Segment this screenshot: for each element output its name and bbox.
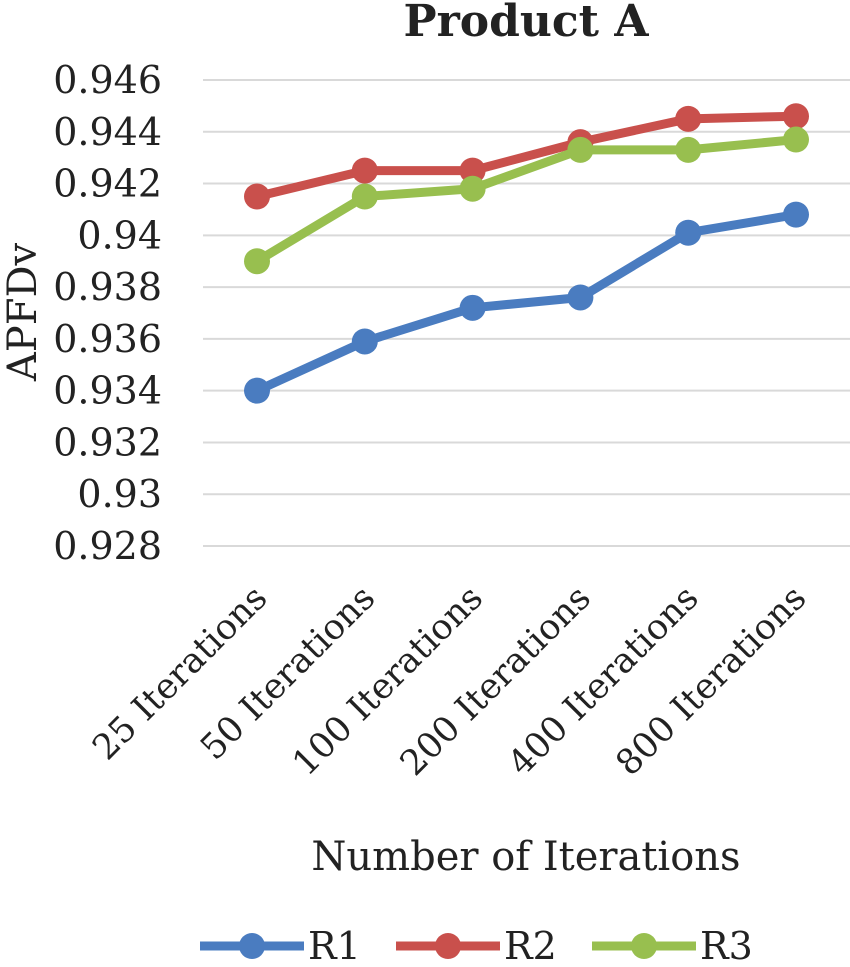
legend: R1 R2 R3 xyxy=(200,924,753,967)
legend-label: R1 xyxy=(308,924,361,967)
data-point xyxy=(567,136,594,163)
data-point xyxy=(459,175,486,202)
legend-label: R3 xyxy=(700,924,753,967)
chart-title: Product A xyxy=(404,0,650,47)
y-tick-label: 0.94 xyxy=(77,213,162,257)
y-tick-label: 0.946 xyxy=(53,58,162,102)
series-r2 xyxy=(244,103,809,210)
gridlines xyxy=(203,79,850,547)
series-line xyxy=(252,111,801,201)
data-point xyxy=(459,294,486,321)
series-r3 xyxy=(244,126,809,275)
x-axis-label: Number of Iterations xyxy=(311,834,740,880)
x-tick-label: 400 Iterations xyxy=(501,578,707,784)
y-tick-label: 0.944 xyxy=(53,110,162,154)
series-line xyxy=(252,135,801,266)
series-group xyxy=(244,103,809,404)
data-point xyxy=(783,103,809,130)
data-point xyxy=(675,136,702,163)
x-tick-label: 200 Iterations xyxy=(393,578,599,784)
x-tick-label: 100 Iterations xyxy=(285,578,491,784)
legend-swatch-marker xyxy=(631,933,657,959)
legend-swatch-marker xyxy=(435,933,461,959)
y-tick-label: 0.936 xyxy=(53,317,162,361)
y-tick-label: 0.928 xyxy=(53,524,162,568)
data-point xyxy=(567,284,594,311)
y-tick-label: 0.932 xyxy=(53,420,162,464)
x-tick-label: 800 Iterations xyxy=(609,578,815,784)
y-tick-label: 0.942 xyxy=(53,162,162,206)
legend-item-r3: R3 xyxy=(592,924,753,967)
legend-label: R2 xyxy=(504,924,557,967)
y-tick-label: 0.938 xyxy=(53,265,162,309)
legend-item-r1: R1 xyxy=(200,924,361,967)
y-tick-label: 0.934 xyxy=(53,369,162,413)
y-axis-label: APFDv xyxy=(0,242,46,382)
data-point xyxy=(244,248,270,275)
data-point xyxy=(351,328,378,355)
data-point xyxy=(244,377,270,404)
data-point xyxy=(675,105,702,132)
data-point xyxy=(675,219,702,246)
data-point xyxy=(783,126,809,153)
legend-item-r2: R2 xyxy=(396,924,557,967)
data-point xyxy=(783,201,809,228)
data-point xyxy=(244,183,270,210)
series-r1 xyxy=(244,201,809,404)
legend-swatch-marker xyxy=(239,933,265,959)
data-point xyxy=(351,183,378,210)
y-tick-label: 0.93 xyxy=(77,472,162,516)
data-point xyxy=(351,157,378,184)
series-line xyxy=(252,210,801,396)
data-point xyxy=(459,157,486,184)
y-axis-ticks: 0.928 0.93 0.932 0.934 0.936 0.938 0.94 0.942 0.… xyxy=(53,58,162,568)
